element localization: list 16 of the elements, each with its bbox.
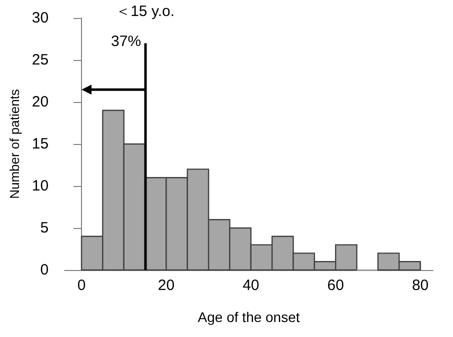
y-tick-label: 5 xyxy=(40,220,49,236)
y-tick-label: 15 xyxy=(32,136,49,152)
y-tick-label: 25 xyxy=(32,52,49,68)
x-axis-title: Age of the onset xyxy=(198,309,300,325)
annotation: ＜15 y.o. xyxy=(116,3,175,20)
y-axis-title: Number of patients xyxy=(7,88,22,199)
y-tick-label: 0 xyxy=(40,262,49,278)
x-tick-label: 80 xyxy=(412,277,429,294)
y-tick-label: 10 xyxy=(32,178,49,194)
annotation: 37% xyxy=(111,33,142,50)
x-tick-label: 40 xyxy=(242,277,260,294)
x-tick-label: 20 xyxy=(158,277,175,294)
x-tick-label: 0 xyxy=(77,277,86,294)
y-tick-label: 20 xyxy=(32,94,49,110)
y-tick-label: 30 xyxy=(32,10,49,26)
x-tick-label: 60 xyxy=(327,277,344,294)
